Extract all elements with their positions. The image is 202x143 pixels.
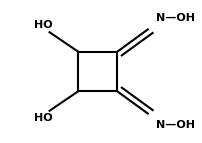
- Text: HO: HO: [34, 113, 53, 123]
- Text: N—OH: N—OH: [155, 13, 194, 23]
- Text: N—OH: N—OH: [155, 120, 194, 130]
- Text: HO: HO: [34, 20, 53, 30]
